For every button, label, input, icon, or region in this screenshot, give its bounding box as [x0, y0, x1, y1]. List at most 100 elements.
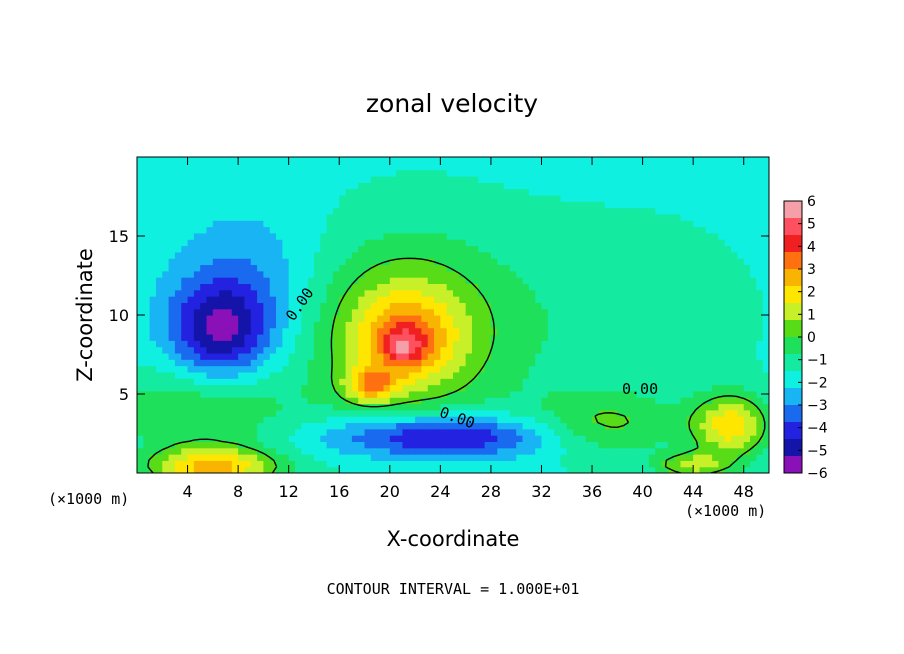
field-cell [364, 207, 372, 215]
field-cell [623, 447, 631, 455]
field-cell [326, 460, 334, 468]
field-cell [440, 447, 448, 455]
field-cell [383, 283, 391, 291]
field-cell [345, 321, 353, 329]
field-cell [680, 390, 688, 398]
field-cell [535, 220, 543, 228]
field-cell [743, 454, 751, 461]
field-cell [238, 397, 246, 405]
field-cell [743, 365, 751, 373]
field-cell [137, 454, 144, 461]
field-cell [345, 163, 353, 171]
field-cell [528, 416, 536, 424]
field-cell [686, 409, 694, 417]
field-cell [364, 416, 372, 424]
field-cell [503, 157, 511, 164]
field-cell [200, 270, 208, 278]
field-cell [528, 409, 536, 417]
field-cell [693, 188, 701, 196]
field-cell [155, 327, 163, 335]
field-cell [674, 409, 682, 417]
field-cell [516, 251, 524, 259]
field-cell [162, 441, 170, 449]
field-cell [187, 422, 195, 430]
field-cell [200, 194, 208, 202]
field-cell [415, 232, 422, 240]
field-cell [193, 441, 201, 449]
field-cell [750, 378, 757, 386]
field-cell [541, 441, 549, 449]
field-cell [440, 466, 448, 473]
field-cell [225, 460, 233, 468]
field-cell [762, 194, 769, 202]
field-cell [756, 251, 764, 259]
field-cell [446, 251, 454, 259]
field-cell [471, 378, 479, 386]
field-cell [554, 409, 562, 417]
field-cell [174, 397, 182, 405]
field-cell [592, 226, 599, 234]
field-cell [541, 346, 549, 354]
field-cell [168, 333, 176, 341]
field-cell [585, 175, 593, 183]
field-cell [301, 182, 309, 190]
field-cell [490, 340, 498, 348]
field-cell [421, 226, 429, 234]
field-cell [750, 435, 757, 442]
field-cell [718, 258, 726, 266]
field-cell [193, 346, 201, 354]
field-cell [162, 188, 170, 196]
field-cell [181, 157, 189, 164]
field-cell [522, 289, 530, 297]
field-cell [383, 371, 391, 379]
field-cell [522, 175, 530, 183]
field-cell [408, 163, 416, 171]
field-cell [604, 258, 612, 266]
field-cell [731, 454, 738, 461]
field-cell [604, 346, 612, 354]
field-cell [408, 378, 416, 386]
field-cell [737, 397, 745, 405]
field-cell [269, 435, 277, 442]
field-cell [547, 270, 555, 278]
field-cell [718, 460, 726, 468]
field-cell [396, 460, 404, 468]
field-cell [693, 308, 701, 316]
field-cell [560, 157, 568, 164]
field-cell [377, 333, 385, 341]
field-cell [611, 175, 618, 183]
field-cell [288, 264, 296, 272]
field-cell [718, 213, 726, 221]
field-cell [560, 245, 568, 253]
field-cell [396, 308, 404, 316]
field-cell [541, 182, 549, 190]
field-cell [295, 333, 302, 341]
field-cell [446, 188, 454, 196]
field-cell [200, 346, 208, 354]
field-cell [522, 213, 530, 221]
field-cell [168, 340, 176, 348]
field-cell [598, 384, 606, 392]
field-cell [459, 390, 467, 398]
field-cell [667, 447, 675, 455]
field-cell [396, 384, 404, 392]
field-cell [238, 352, 246, 360]
field-cell [200, 188, 208, 196]
field-cell [471, 441, 479, 449]
field-cell [535, 182, 543, 190]
field-cell [421, 315, 429, 322]
field-cell [655, 220, 663, 228]
field-cell [705, 359, 713, 367]
field-cell [257, 201, 264, 209]
field-cell [724, 346, 732, 354]
field-cell [276, 270, 283, 278]
field-cell [326, 207, 334, 215]
field-cell [307, 346, 315, 354]
field-cell [705, 289, 713, 297]
field-cell [642, 182, 650, 190]
field-cell [219, 371, 227, 379]
field-cell [611, 460, 618, 468]
field-cell [345, 327, 353, 335]
field-cell [617, 340, 625, 348]
field-cell [718, 447, 726, 455]
